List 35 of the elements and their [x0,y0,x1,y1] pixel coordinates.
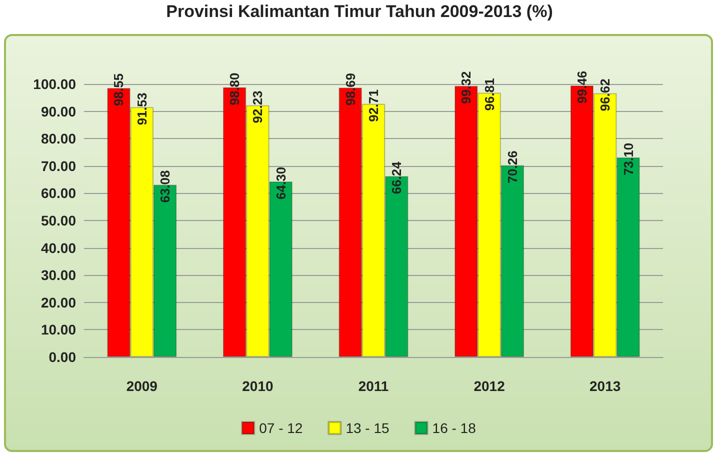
y-tick-label: 20.00 [40,294,76,310]
data-label: 73.10 [620,142,636,176]
legend-label: 07 - 12 [259,420,303,436]
y-tick-label: 50.00 [40,212,76,228]
data-label: 96.62 [598,78,613,112]
data-label: 98.69 [342,73,358,106]
x-tick-label: 2011 [358,378,389,394]
data-label: 92.71 [366,89,381,122]
data-label: 70.26 [504,150,520,184]
data-label: 98.80 [227,72,242,106]
y-tick-label: 100.00 [33,76,76,92]
y-tick-label: 90.00 [40,103,76,120]
y-tick-label: 80.00 [40,130,76,147]
data-label: 64.30 [273,166,288,200]
y-tick-label: 30.00 [40,267,76,284]
legend-label: 13 - 15 [346,420,390,436]
data-label: 99.46 [574,70,590,104]
data-label: 96.81 [482,78,497,111]
data-label: 66.24 [389,160,404,194]
y-tick-label: 0.00 [48,349,76,365]
x-tick-label: 2012 [474,378,506,394]
y-tick-label: 10.00 [40,322,76,338]
x-tick-label: 2013 [590,378,621,394]
x-tick-label: 2010 [242,378,274,394]
y-tick-label: 40.00 [40,240,76,256]
legend-label: 16 - 18 [432,420,476,436]
y-tick-label: 60.00 [40,185,76,202]
data-label: 91.53 [134,92,150,126]
y-tick-label: 70.00 [40,158,76,174]
data-label: 99.32 [458,71,474,104]
chart-title: Provinsi Kalimantan Timur Tahun 2009-2013 (%) [165,2,554,22]
data-label: 63.08 [158,170,173,203]
data-label: 92.23 [250,90,266,124]
data-label: 98.55 [111,73,126,106]
x-tick-label: 2009 [126,378,158,394]
